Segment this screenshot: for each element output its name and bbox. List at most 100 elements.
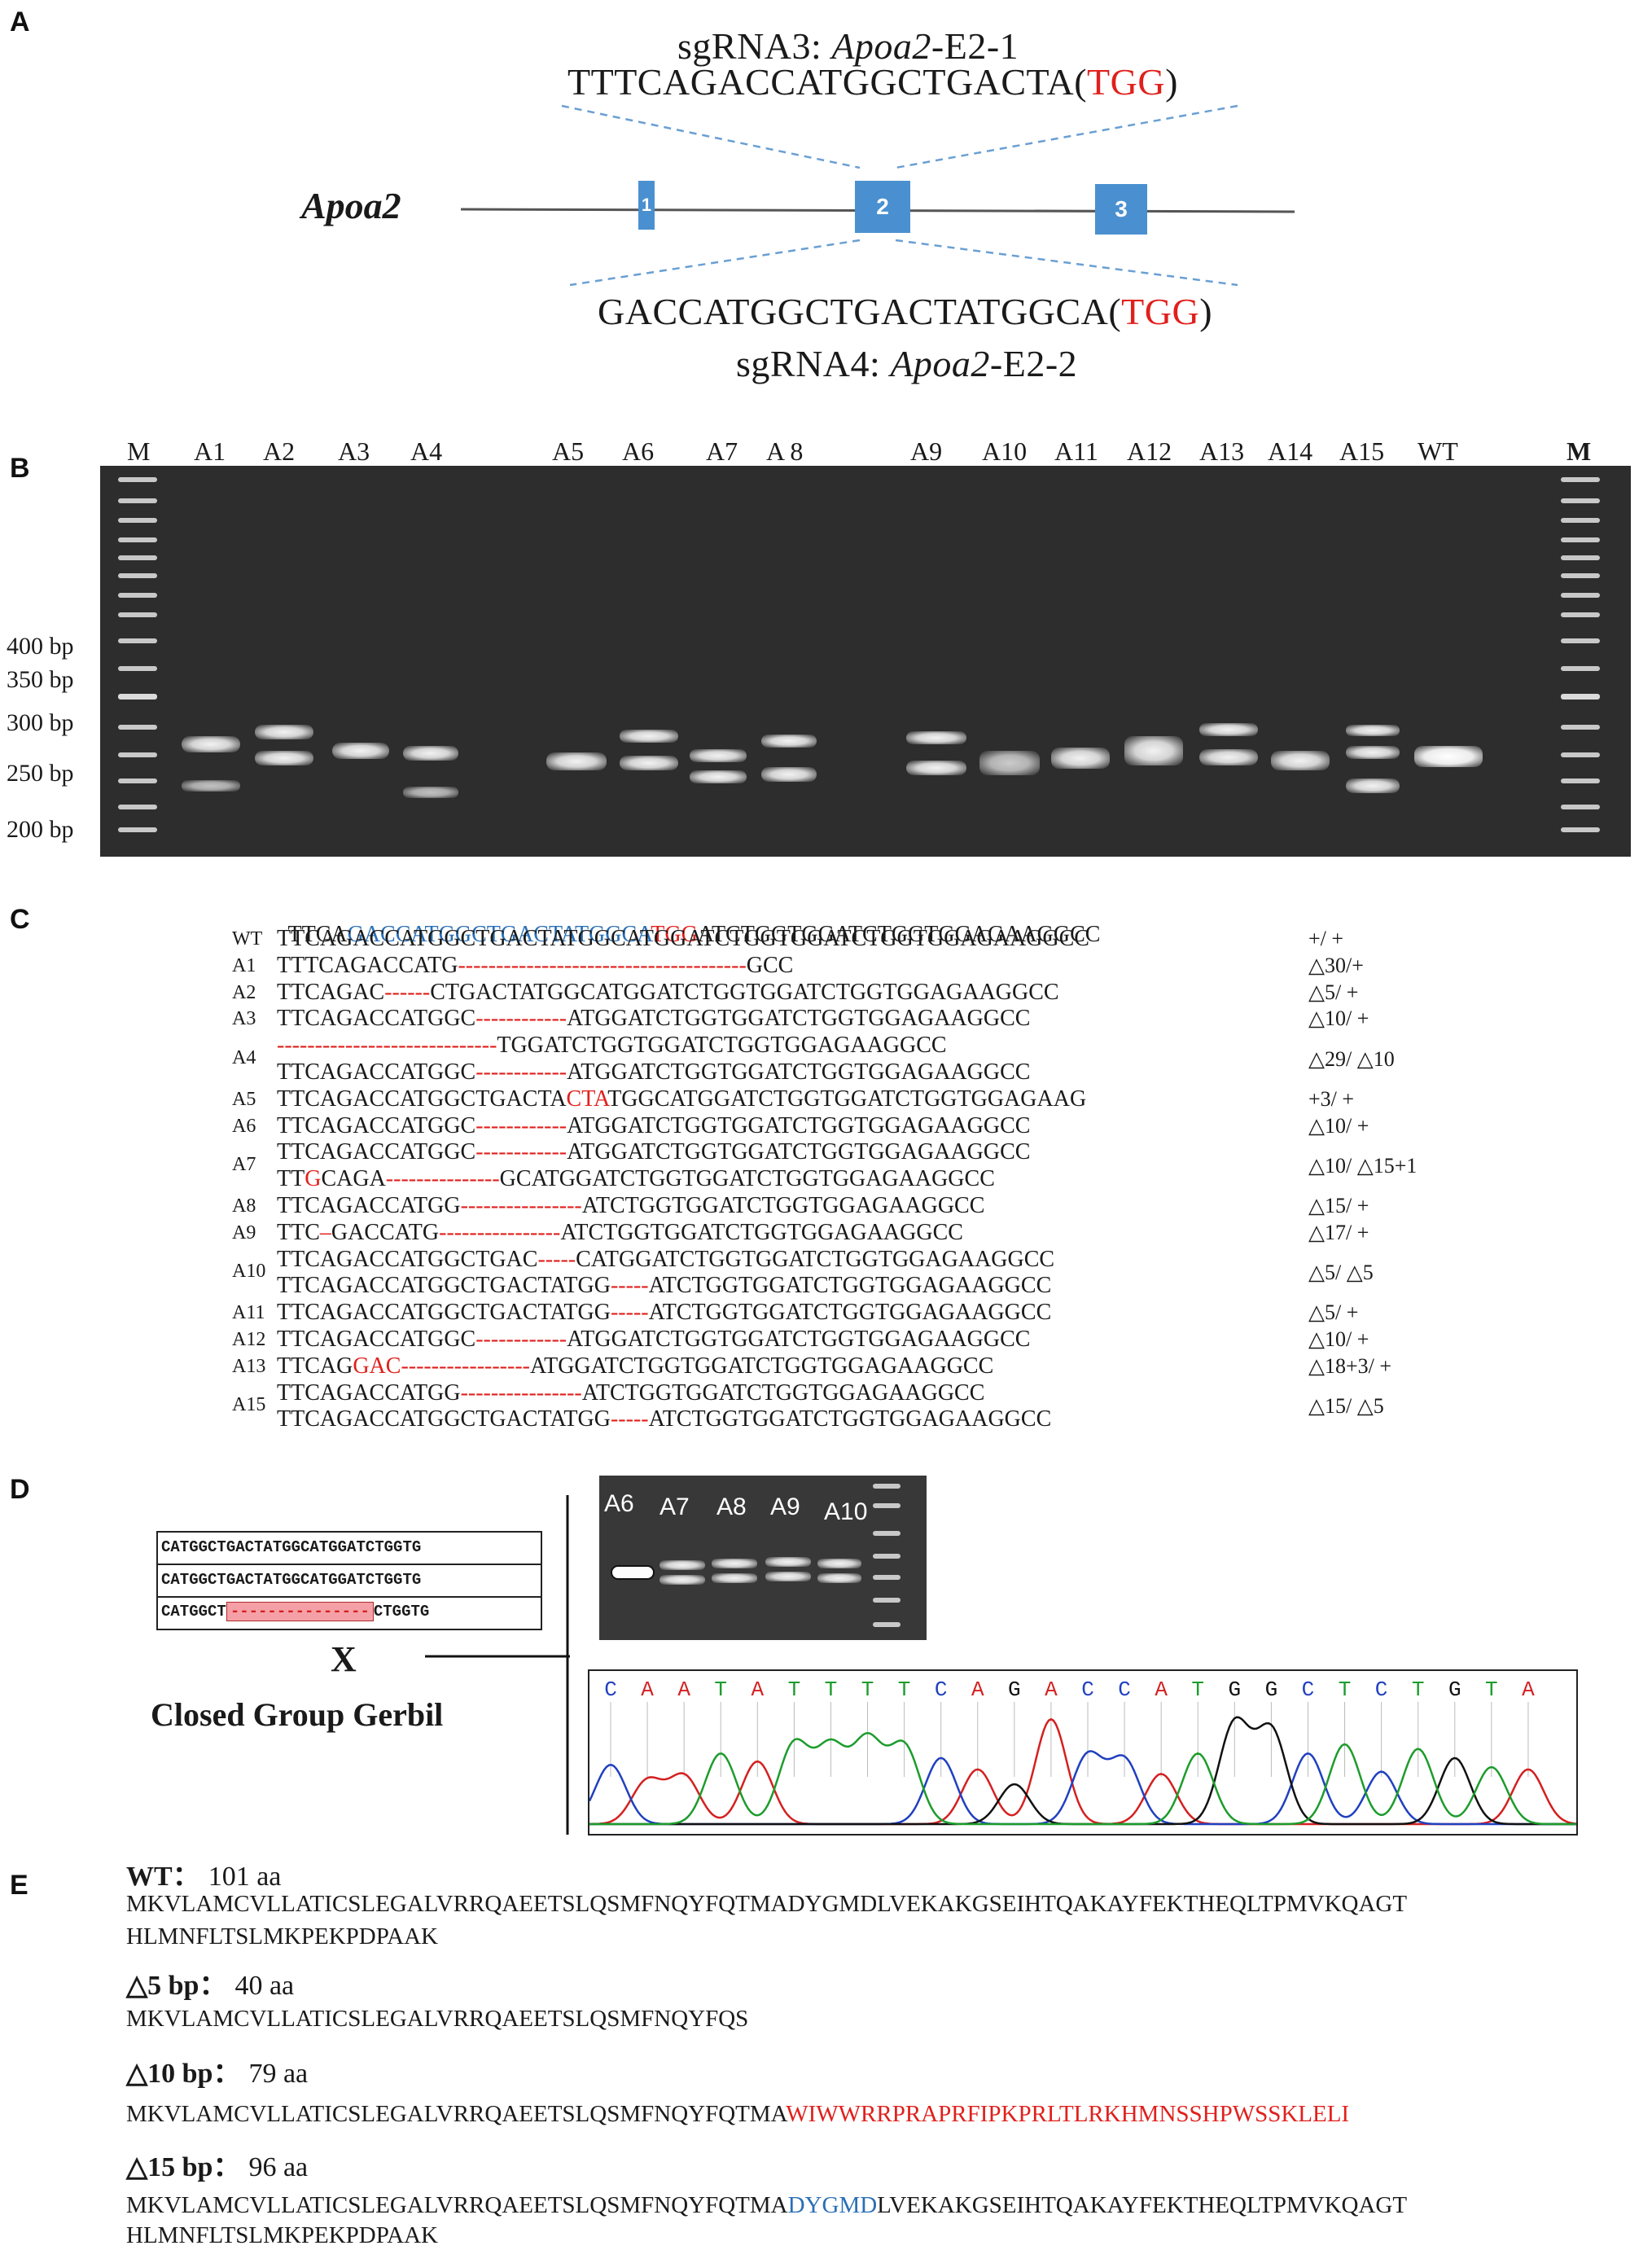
sequence-left: TTCAGACCATGGCTGACTA (277, 1086, 567, 1112)
progeny-gel-lane-a9: A9 (770, 1493, 800, 1520)
sample-label: A8 (232, 1195, 256, 1217)
exon-3: 3 (1095, 184, 1147, 235)
sequence-left: TTTCAGACCATG (277, 952, 458, 978)
alignment-row: TTCAGACCATGGC------------ATGGATCTGGTGGAT… (277, 1327, 1030, 1352)
sequence-left: TTCAGACCATGG (277, 1379, 461, 1406)
sequence-right: CTGACTATGGCATGGATCTGGTGGATCTGGTGGAGAAGGC… (430, 979, 1059, 1005)
del15-protein-part-2: LVEKAKGSEIHTQAKAYFEKTHEQLTPMVKQAGT (877, 2192, 1408, 2218)
box-line-2: CATGGCTGACTATGGCATGGATCTGGTG (161, 1571, 422, 1589)
sample-label: A6 (232, 1115, 256, 1137)
trace-A (589, 1717, 1577, 1826)
base-call-T: T (1191, 1678, 1204, 1702)
lane-label-a8: A 8 (766, 436, 804, 466)
base-call-G: G (1265, 1678, 1278, 1702)
genotype-note: △18+3/ + (1308, 1353, 1392, 1378)
alignment-row: TTCAGACCATGGC------------ATGGATCTGGTGGAT… (277, 1007, 1030, 1031)
sgrna3-pam: TGG (1087, 61, 1166, 103)
sgrna3-guide-right (895, 104, 1238, 169)
sequence-left: TTCAGACCATGGC (277, 1139, 476, 1165)
genotype-note: △15/ △5 (1308, 1394, 1384, 1418)
sequence-left: TTCAGACCATGG (277, 1193, 461, 1218)
band-a14 (1271, 751, 1330, 770)
sgrna4-guide-left (569, 239, 861, 287)
deletion-dashes: ------------ (475, 1006, 567, 1032)
base-call-A: A (641, 1678, 654, 1702)
base-call-C: C (1375, 1678, 1388, 1702)
deletion-dashes: ----- (537, 1246, 576, 1272)
agarose-gel-image (100, 466, 1631, 857)
progeny-gel-lane-a8: A8 (716, 1493, 747, 1520)
alignment-row: TTCAGACCATGGCTGAC-----CATGGATCTGGTGGATCT… (277, 1246, 1054, 1272)
base-call-G: G (1008, 1678, 1021, 1702)
gel-d-band-a7-upper (659, 1560, 705, 1570)
sgrna4-guide-right (895, 239, 1238, 287)
del15-label: △15 bp (126, 2152, 213, 2182)
alignment-row: TTCAGACCATGGC------------ATGGATCTGGTGGAT… (277, 1060, 1030, 1085)
gel-d-band-a10-upper (817, 1559, 861, 1568)
del10-protein-conserved: MKVLAMCVLLATICSLEGALVRRQAEETSLQSMFNQYFQT… (126, 2101, 787, 2127)
sample-label: A12 (232, 1329, 266, 1350)
sgrna3-seq: TTTCAGACCATGGCTGACTA (567, 61, 1075, 103)
wt-colon: ： (172, 1862, 200, 1892)
band-a2-upper (255, 725, 313, 739)
alignment-row: TTCAGACCATGGC------------ATGGATCTGGTGGAT… (277, 1140, 1030, 1164)
del15-colon: ： (213, 2152, 241, 2182)
deletion-dashes: ------ (384, 979, 431, 1005)
deletion-short: – (319, 1219, 331, 1245)
panel-label-a: A (10, 7, 30, 37)
sequence-left: TTCAGACCATGGC (277, 1006, 476, 1032)
sequence-right: TGGATCTGGTGGATCTGGTGGAGAAGGCC (497, 1033, 947, 1059)
size-marker-250: 250 bp (7, 760, 74, 787)
deletion-dashes: -------------------------------------- (458, 952, 747, 978)
genotype-note: △5/ △5 (1308, 1261, 1374, 1284)
insertion: CTA (566, 1086, 608, 1112)
band-a13-upper (1199, 723, 1258, 736)
lane-label-wt: WT (1418, 436, 1458, 466)
gel-d-band-a7-lower (659, 1575, 705, 1585)
sample-label: WT (232, 928, 263, 950)
sgrna3-title: sgRNA3: Apoa2-E2-1 (677, 24, 1019, 68)
band-a15-middle (1346, 746, 1400, 759)
box-line-1: CATGGCTGACTATGGCATGGATCTGGTG (161, 1538, 422, 1556)
lane-label-a14: A14 (1268, 436, 1313, 466)
band-a4-lower (403, 787, 458, 798)
band-a7-upper (690, 749, 747, 762)
alignment-row: TTTCAGACCATG----------------------------… (277, 952, 793, 978)
sequence-left: TTCAGAC (277, 979, 385, 1005)
sgrna4-title: sgRNA4: Apoa2-E2-2 (736, 342, 1077, 385)
sample-label: A10 (232, 1261, 266, 1282)
progeny-gel-lane-a10: A10 (824, 1498, 868, 1525)
base-call-A: A (677, 1678, 690, 1702)
band-a4-upper (403, 746, 458, 761)
sequence-right: ATCTGGTGGATCTGGTGGAGAAGGCC (581, 1379, 985, 1406)
genotype-note: +3/ + (1308, 1086, 1355, 1111)
base-call-A: A (1522, 1678, 1535, 1702)
sequence-right: ATCTGGTGGATCTGGTGGAGAAGGCC (648, 1300, 1052, 1326)
sgrna4-pam-close: ) (1199, 291, 1213, 332)
sequence-left: TTCAGACCATGGCTGACTATGG (277, 1406, 611, 1432)
base-call-C: C (1118, 1678, 1131, 1702)
lane-label-a12: A12 (1127, 436, 1172, 466)
lane-label-a9: A9 (910, 436, 943, 466)
sequence-right: ATGGATCTGGTGGATCTGGTGGAGAAGGCC (567, 1006, 1031, 1032)
alignment-row: TTCAGACCATGG----------------ATCTGGTGGATC… (277, 1194, 984, 1218)
deletion-dashes: ----------------- (401, 1353, 530, 1379)
base-call-C: C (604, 1678, 617, 1702)
lane-label-a2: A2 (263, 436, 296, 466)
reference-sequence: TTCAGACCATGGCTGACTATGGCATGGATCTGGTGGATCT… (277, 898, 1101, 947)
base-call-C: C (1081, 1678, 1094, 1702)
base-call-C: C (1302, 1678, 1315, 1702)
sequence-left: TTCAGACCATGGCTGACTATGG (277, 1273, 611, 1299)
base-call-A: A (971, 1678, 984, 1702)
alignment-row: -----------------------------TGGATCTGGTG… (277, 1033, 947, 1058)
del5-protein: MKVLAMCVLLATICSLEGALVRRQAEETSLQSMFNQYFQS (126, 2006, 749, 2032)
wt-length: 101 aa (208, 1862, 282, 1892)
deletion-dashes: ---------------- (439, 1219, 561, 1245)
box-line-3-deletion: --------------- (226, 1602, 374, 1621)
band-a9-lower (906, 761, 966, 775)
deletion-dashes: ----- (610, 1406, 649, 1432)
lane-label-a13: A13 (1199, 436, 1245, 466)
sgrna3-sequence: TTTCAGACCATGGCTGACTA(TGG) (567, 60, 1178, 103)
sequence-right: GCATGGATCTGGTGGATCTGGTGGAGAAGGCC (499, 1166, 995, 1192)
